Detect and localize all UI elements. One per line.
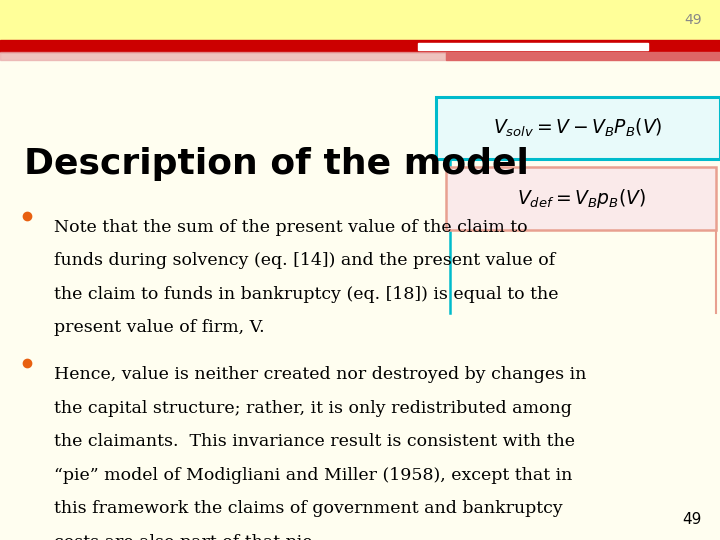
Text: the claimants.  This invariance result is consistent with the: the claimants. This invariance result is… (54, 433, 575, 450)
Text: $V_{def} = V_B p_B(V)$: $V_{def} = V_B p_B(V)$ (517, 187, 646, 210)
Text: 49: 49 (683, 511, 702, 526)
FancyBboxPatch shape (436, 97, 720, 159)
Bar (0, 52, 446, 60)
Bar (446, 52, 720, 60)
Text: Description of the model: Description of the model (24, 147, 528, 181)
Bar (418, 43, 648, 50)
Text: $V_{solv} = V - V_B P_B(V)$: $V_{solv} = V - V_B P_B(V)$ (493, 117, 662, 139)
Text: funds during solvency (eq. [14]) and the present value of: funds during solvency (eq. [14]) and the… (54, 252, 555, 269)
FancyBboxPatch shape (446, 167, 716, 230)
Text: Note that the sum of the present value of the claim to: Note that the sum of the present value o… (54, 219, 528, 235)
Text: “pie” model of Modigliani and Miller (1958), except that in: “pie” model of Modigliani and Miller (19… (54, 467, 572, 483)
Text: Hence, value is neither created nor destroyed by changes in: Hence, value is neither created nor dest… (54, 366, 586, 383)
Bar (0, 40, 720, 52)
Text: present value of firm, V.: present value of firm, V. (54, 319, 265, 336)
Bar (0, 0, 720, 40)
Text: this framework the claims of government and bankruptcy: this framework the claims of government … (54, 500, 563, 517)
Text: the claim to funds in bankruptcy (eq. [18]) is equal to the: the claim to funds in bankruptcy (eq. [1… (54, 286, 559, 302)
Text: 49: 49 (685, 13, 702, 27)
Text: the capital structure; rather, it is only redistributed among: the capital structure; rather, it is onl… (54, 400, 572, 416)
Text: costs are also part of that pie.: costs are also part of that pie. (54, 534, 318, 540)
